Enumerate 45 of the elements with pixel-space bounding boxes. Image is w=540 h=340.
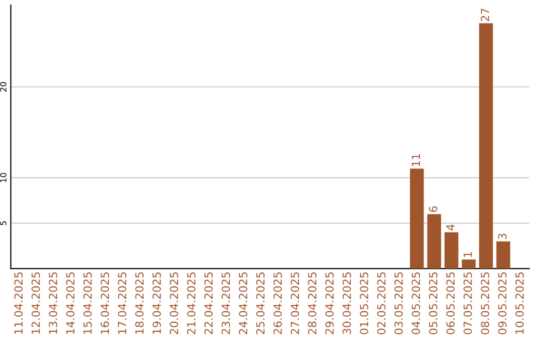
bar	[410, 168, 424, 269]
x-tick-label: 26.04.2025	[273, 272, 282, 334]
x-tick-label: 13.04.2025	[48, 272, 58, 334]
x-tick-label: 01.05.2025	[360, 272, 368, 334]
data-label: 11	[412, 154, 420, 166]
bar	[462, 260, 476, 269]
x-tick-label: 10.05.2025	[515, 272, 524, 334]
x-tick-label: 20.04.2025	[170, 272, 178, 334]
y-tick-label: 10	[0, 172, 6, 182]
x-tick-label: 22.04.2025	[204, 272, 213, 334]
x-tick-label: 18.04.2025	[135, 272, 144, 334]
data-label: 4	[446, 224, 455, 230]
x-tick-label: 02.05.2025	[377, 272, 386, 334]
x-tick-label: 19.04.2025	[152, 272, 161, 334]
x-tick-label: 17.04.2025	[118, 272, 126, 334]
x-tick-label: 25.04.2025	[256, 272, 265, 334]
bar	[444, 232, 458, 269]
x-tick-label: 23.04.2025	[222, 272, 230, 334]
data-label: 1	[464, 252, 472, 257]
bar	[479, 23, 493, 269]
x-tick-label: 06.05.2025	[446, 272, 455, 334]
x-tick-label: 28.04.2025	[308, 272, 316, 334]
bar	[427, 214, 442, 269]
y-tick-label: 5	[0, 221, 6, 226]
data-label: 3	[498, 234, 507, 240]
x-tick-label: 11.04.2025	[14, 272, 23, 334]
x-tick-label: 04.05.2025	[412, 272, 420, 334]
x-tick-label: 09.05.2025	[498, 272, 507, 334]
x-tick-label: 08.05.2025	[480, 272, 490, 334]
data-label: 6	[428, 206, 438, 212]
x-tick-label: 14.04.2025	[66, 272, 75, 334]
x-tick-label: 21.04.2025	[187, 272, 196, 334]
x-tick-label: 16.04.2025	[100, 272, 110, 334]
data-label: 27	[480, 8, 490, 22]
x-tick-label: 05.05.2025	[428, 272, 438, 334]
x-tick-label: 30.04.2025	[342, 272, 351, 334]
x-tick-label: 12.04.2025	[32, 272, 40, 334]
x-tick-label: 24.04.2025	[238, 272, 248, 334]
x-tick-label: 03.05.2025	[394, 272, 403, 334]
y-tick-label: 20	[0, 82, 6, 92]
x-tick-label: 15.04.2025	[83, 272, 92, 334]
x-tick-label: 07.05.2025	[464, 272, 472, 334]
x-tick-label: 27.04.2025	[290, 272, 300, 334]
bar	[496, 241, 510, 269]
x-tick-label: 29.04.2025	[325, 272, 334, 334]
